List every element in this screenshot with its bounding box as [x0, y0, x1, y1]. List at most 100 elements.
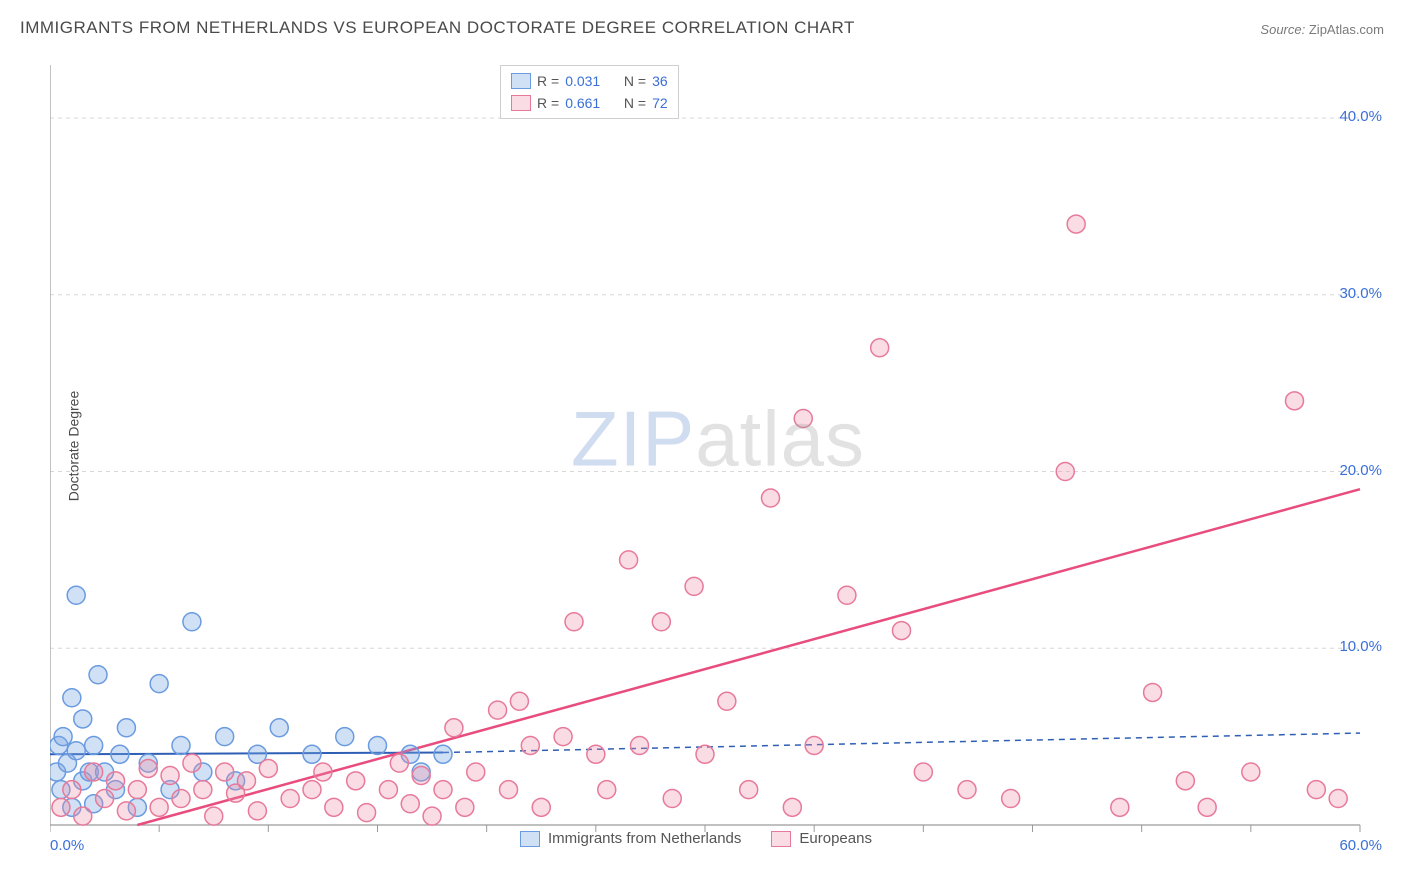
- data-point: [620, 551, 638, 569]
- data-point: [532, 798, 550, 816]
- data-point: [194, 781, 212, 799]
- legend-n-label: N =: [624, 73, 646, 89]
- legend-item: Europeans: [771, 830, 872, 847]
- data-point: [554, 728, 572, 746]
- data-point: [1144, 683, 1162, 701]
- legend-swatch: [771, 831, 791, 847]
- data-point: [1176, 772, 1194, 790]
- data-point: [183, 754, 201, 772]
- data-point: [783, 798, 801, 816]
- data-point: [510, 692, 528, 710]
- y-tick-label: 10.0%: [1339, 638, 1382, 655]
- data-point: [652, 613, 670, 631]
- data-point: [893, 622, 911, 640]
- data-point: [172, 789, 190, 807]
- data-point: [794, 409, 812, 427]
- data-point: [914, 763, 932, 781]
- data-point: [139, 759, 157, 777]
- data-point: [347, 772, 365, 790]
- data-point: [63, 781, 81, 799]
- data-point: [117, 719, 135, 737]
- chart-area: ZIPatlas 10.0%20.0%30.0%40.0%0.0%60.0%R …: [50, 55, 1386, 855]
- data-point: [111, 745, 129, 763]
- data-point: [238, 772, 256, 790]
- legend-series-name: Europeans: [799, 830, 872, 847]
- data-point: [172, 736, 190, 754]
- data-point: [871, 339, 889, 357]
- data-point: [379, 781, 397, 799]
- legend-item: Immigrants from Netherlands: [520, 830, 741, 847]
- data-point: [117, 802, 135, 820]
- data-point: [67, 742, 85, 760]
- y-tick-label: 30.0%: [1339, 285, 1382, 302]
- data-point: [1307, 781, 1325, 799]
- data-point: [685, 577, 703, 595]
- data-point: [63, 689, 81, 707]
- chart-title: IMMIGRANTS FROM NETHERLANDS VS EUROPEAN …: [20, 18, 855, 38]
- legend-row: R = 0.031 N = 36: [511, 70, 668, 92]
- legend-r-label: R =: [537, 73, 559, 89]
- data-point: [390, 754, 408, 772]
- data-point: [805, 736, 823, 754]
- data-point: [434, 745, 452, 763]
- data-point: [1002, 789, 1020, 807]
- data-point: [587, 745, 605, 763]
- trend-line-dashed: [443, 733, 1360, 752]
- data-point: [445, 719, 463, 737]
- data-point: [663, 789, 681, 807]
- data-point: [205, 807, 223, 825]
- legend-row: R = 0.661 N = 72: [511, 92, 668, 114]
- x-tick-label: 60.0%: [1339, 837, 1382, 854]
- legend-n-label: N =: [624, 95, 646, 111]
- data-point: [718, 692, 736, 710]
- data-point: [89, 666, 107, 684]
- legend-n-value: 36: [652, 73, 668, 89]
- data-point: [369, 736, 387, 754]
- data-point: [1242, 763, 1260, 781]
- data-point: [1111, 798, 1129, 816]
- source-citation: Source: ZipAtlas.com: [1260, 22, 1384, 37]
- data-point: [358, 804, 376, 822]
- data-point: [696, 745, 714, 763]
- data-point: [958, 781, 976, 799]
- data-point: [838, 586, 856, 604]
- data-point: [52, 798, 70, 816]
- legend-r-value: 0.661: [565, 95, 600, 111]
- data-point: [521, 736, 539, 754]
- data-point: [598, 781, 616, 799]
- data-point: [128, 781, 146, 799]
- data-point: [270, 719, 288, 737]
- data-point: [67, 586, 85, 604]
- data-point: [401, 795, 419, 813]
- data-point: [1286, 392, 1304, 410]
- data-point: [762, 489, 780, 507]
- data-point: [85, 736, 103, 754]
- data-point: [1198, 798, 1216, 816]
- data-point: [74, 710, 92, 728]
- data-point: [150, 798, 168, 816]
- data-point: [259, 759, 277, 777]
- correlation-legend: R = 0.031 N = 36R = 0.661 N = 72: [500, 65, 679, 119]
- data-point: [183, 613, 201, 631]
- data-point: [303, 745, 321, 763]
- trend-line: [50, 753, 443, 755]
- data-point: [216, 728, 234, 746]
- data-point: [423, 807, 441, 825]
- data-point: [96, 789, 114, 807]
- data-point: [161, 767, 179, 785]
- source-label: Source:: [1260, 22, 1305, 37]
- data-point: [281, 789, 299, 807]
- data-point: [216, 763, 234, 781]
- data-point: [434, 781, 452, 799]
- data-point: [303, 781, 321, 799]
- legend-swatch: [520, 831, 540, 847]
- source-value: ZipAtlas.com: [1309, 22, 1384, 37]
- x-tick-label: 0.0%: [50, 837, 84, 854]
- data-point: [54, 728, 72, 746]
- data-point: [336, 728, 354, 746]
- data-point: [631, 736, 649, 754]
- data-point: [74, 807, 92, 825]
- legend-swatch: [511, 95, 531, 111]
- data-point: [456, 798, 474, 816]
- data-point: [1056, 463, 1074, 481]
